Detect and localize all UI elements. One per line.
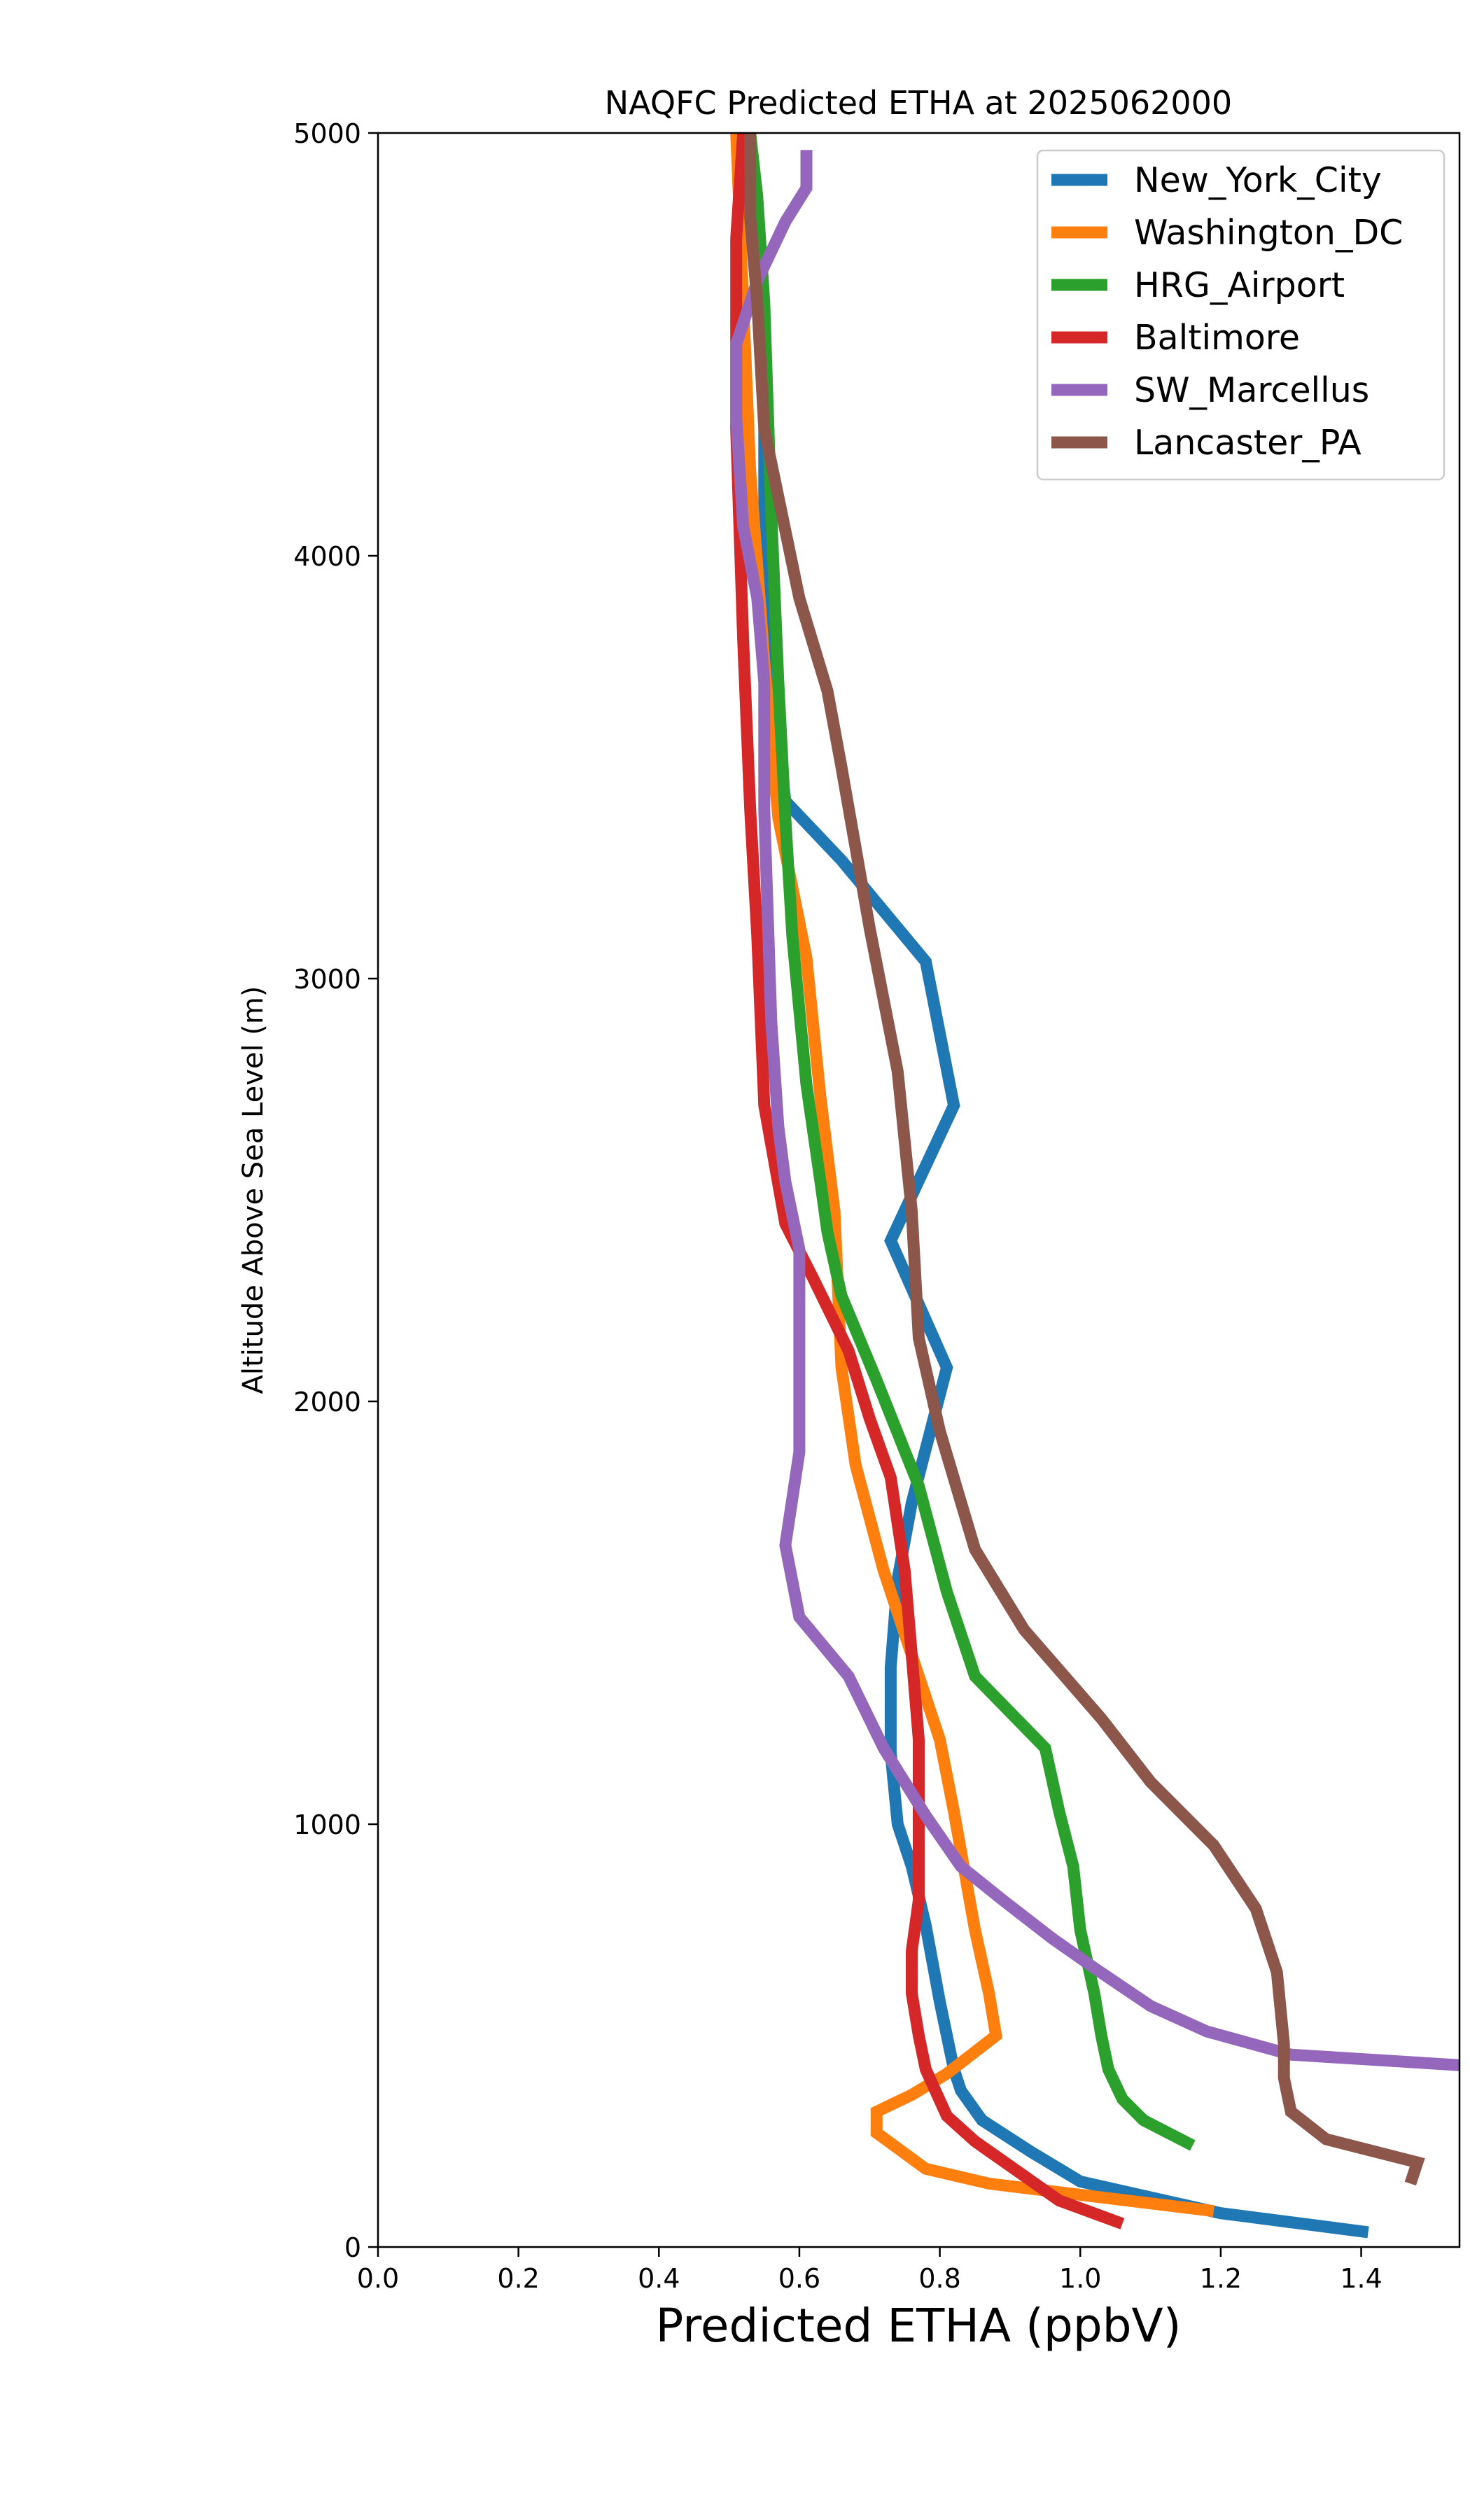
x-tick-label: 0.8 (918, 2263, 960, 2294)
x-tick-label: 0.2 (497, 2263, 539, 2294)
legend: New_York_City Washington_DC HRG_Airport Bal… (1036, 149, 1446, 481)
y-tick-label: 5000 (293, 118, 361, 149)
legend-label: New_York_City (1134, 160, 1382, 200)
y-axis-label: Altitude Above Sea Level (m) (237, 986, 270, 1394)
series-line-sw-marcellus (730, 150, 1460, 2071)
x-axis: 0.0 0.2 0.4 0.6 0.8 1.0 1.2 1.4 (357, 2247, 1382, 2294)
x-tick-label: 0.0 (357, 2263, 399, 2294)
series-line-baltimore (730, 133, 1125, 2230)
series-line-hrg-airport (744, 133, 1196, 2151)
y-tick-label: 0 (344, 2232, 361, 2263)
chart-title: NAQFC Predicted ETHA at 2025062000 (605, 84, 1232, 122)
series-line-lancaster-pa (744, 133, 1425, 2186)
x-axis-label: Predicted ETHA (ppbV) (656, 2299, 1182, 2353)
x-tick-label: 0.6 (778, 2263, 820, 2294)
legend-label: Baltimore (1134, 318, 1300, 358)
y-tick-label: 1000 (293, 1809, 361, 1840)
x-tick-label: 0.4 (638, 2263, 680, 2294)
x-tick-label: 1.4 (1340, 2263, 1382, 2294)
y-tick-label: 3000 (293, 964, 361, 995)
y-axis: 0 1000 2000 3000 4000 5000 (293, 118, 378, 2263)
legend-label: SW_Marcellus (1134, 370, 1369, 410)
series-layer (730, 133, 1460, 2239)
x-tick-label: 1.0 (1059, 2263, 1101, 2294)
legend-label: Lancaster_PA (1134, 423, 1362, 463)
series-line-washington-dc (730, 133, 1214, 2218)
legend-label: Washington_DC (1134, 213, 1403, 253)
x-tick-label: 1.2 (1200, 2263, 1242, 2294)
legend-label: HRG_Airport (1134, 265, 1345, 305)
plot-frame (377, 132, 1461, 2248)
legend-frame (1036, 149, 1446, 481)
y-tick-label: 2000 (293, 1387, 361, 1418)
y-tick-label: 4000 (293, 541, 361, 572)
